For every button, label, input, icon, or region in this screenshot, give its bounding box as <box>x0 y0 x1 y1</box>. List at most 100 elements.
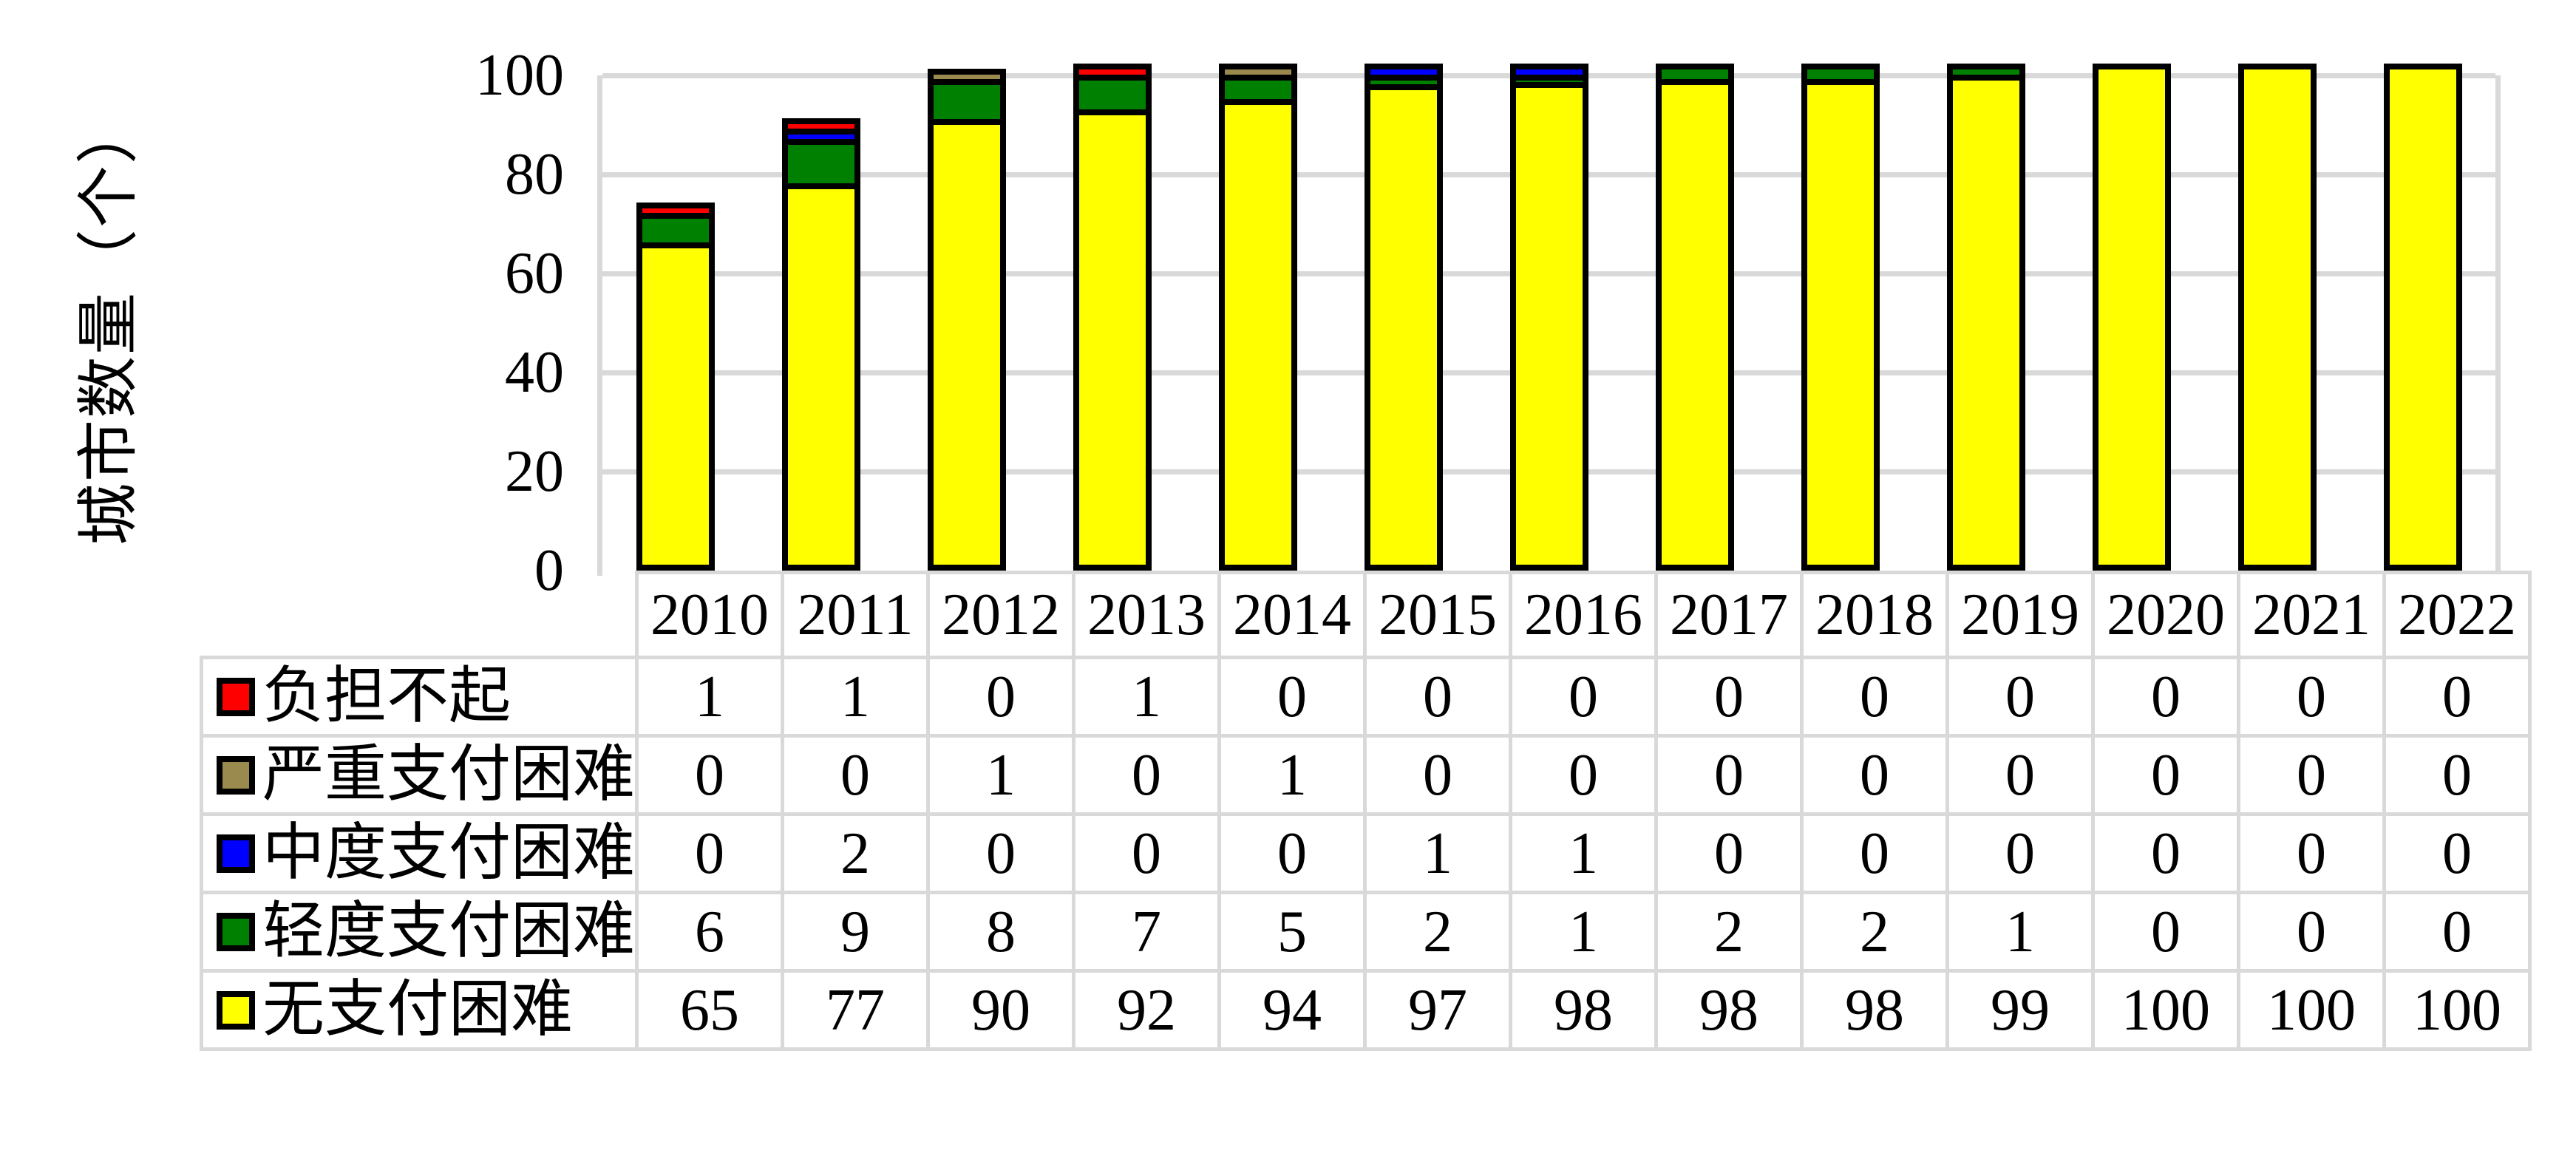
value-cell-中度支付困难-2015: 1 <box>1363 812 1513 894</box>
table-row-负担不起: 负担不起 1 1 0 1 0 0 0 0 0 0 0 0 0 <box>199 656 2532 738</box>
value-cell-负担不起-2017: 0 <box>1654 656 1804 738</box>
legend-entry: 严重支付困难 <box>205 744 633 806</box>
value-cell-轻度支付困难-2012: 8 <box>926 891 1076 973</box>
year-label-2016: 2016 <box>1509 571 1659 659</box>
value-cell-无支付困难-2011: 77 <box>781 969 931 1051</box>
value-cell-无支付困难-2018: 98 <box>1800 969 1950 1051</box>
segment-separator <box>1661 79 1728 86</box>
value-cell-中度支付困难-2020: 0 <box>2091 812 2241 894</box>
legend-cell-中度支付困难: 中度支付困难 <box>199 812 639 894</box>
year-label-2010: 2010 <box>635 571 785 659</box>
segment-separator <box>1078 74 1146 81</box>
value-cell-中度支付困难-2022: 0 <box>2382 812 2532 894</box>
value-cell-轻度支付困难-2013: 7 <box>1072 891 1222 973</box>
bar-segment-2015-轻度支付困难 <box>1370 80 1437 85</box>
bar-segment-2017-无支付困难 <box>1661 85 1728 565</box>
value-cell-中度支付困难-2014: 0 <box>1217 812 1367 894</box>
legend-entry: 负担不起 <box>205 665 633 728</box>
bar-2017 <box>1655 64 1734 571</box>
value-cell-轻度支付困难-2020: 0 <box>2091 891 2241 973</box>
value-cell-负担不起-2012: 0 <box>926 656 1076 738</box>
value-cell-严重支付困难-2016: 0 <box>1509 734 1659 816</box>
legend-entry: 无支付困难 <box>205 975 633 1044</box>
segment-separator <box>1370 74 1437 81</box>
segment-separator <box>1224 99 1291 106</box>
value-cell-轻度支付困难-2019: 1 <box>1945 891 2096 973</box>
value-cell-中度支付困难-2013: 0 <box>1072 812 1222 894</box>
value-cell-严重支付困难-2018: 0 <box>1800 734 1950 816</box>
value-cell-无支付困难-2021: 100 <box>2237 969 2387 1051</box>
value-cell-严重支付困难-2012: 1 <box>926 734 1076 816</box>
value-cell-负担不起-2015: 0 <box>1363 656 1513 738</box>
value-cell-负担不起-2021: 0 <box>2237 656 2387 738</box>
value-cell-轻度支付困难-2021: 0 <box>2237 891 2387 973</box>
value-cell-轻度支付困难-2010: 6 <box>635 891 785 973</box>
plot-right-border <box>2495 75 2501 576</box>
value-cell-无支付困难-2010: 65 <box>635 969 785 1051</box>
segment-separator <box>787 129 854 135</box>
bar-segment-2012-轻度支付困难 <box>933 85 1000 119</box>
segment-separator <box>642 213 709 220</box>
bar-segment-2011-中度支付困难 <box>787 135 854 139</box>
legend-swatch-负担不起 <box>217 677 255 716</box>
legend-cell-负担不起: 负担不起 <box>199 656 639 738</box>
year-header-row: 2010 2011 2012 2013 2014 2015 2016 2017 2018 2019… <box>202 571 2532 659</box>
value-cell-负担不起-2019: 0 <box>1945 656 2096 738</box>
legend-entry: 轻度支付困难 <box>205 897 636 966</box>
legend-label: 中度支付困难 <box>262 818 636 888</box>
value-cell-严重支付困难-2022: 0 <box>2382 734 2532 816</box>
segment-separator <box>1952 74 2019 81</box>
value-cell-负担不起-2016: 0 <box>1509 656 1659 738</box>
table-row-轻度支付困难: 轻度支付困难 6 9 8 7 5 2 1 2 2 1 0 0 0 <box>199 891 2532 973</box>
bar-segment-2011-负担不起 <box>787 123 854 129</box>
year-label-2011: 2011 <box>781 571 931 659</box>
value-cell-严重支付困难-2011: 0 <box>781 734 931 816</box>
y-tick-label-40: 40 <box>505 340 564 405</box>
value-cell-无支付困难-2020: 100 <box>2091 969 2241 1051</box>
value-cell-无支付困难-2019: 99 <box>1945 969 2096 1051</box>
plot-left-border <box>597 75 602 576</box>
bar-segment-2021-无支付困难 <box>2243 69 2311 565</box>
bar-segment-2020-无支付困难 <box>2098 69 2165 565</box>
year-label-2015: 2015 <box>1363 571 1513 659</box>
value-cell-中度支付困难-2019: 0 <box>1945 812 2096 894</box>
value-cell-中度支付困难-2018: 0 <box>1800 812 1950 894</box>
value-cell-负担不起-2022: 0 <box>2382 656 2532 738</box>
table-row-严重支付困难: 严重支付困难 0 0 1 0 1 0 0 0 0 0 0 0 0 <box>199 734 2532 816</box>
segment-separator <box>787 138 854 145</box>
y-tick-label-20: 20 <box>505 439 564 504</box>
value-cell-严重支付困难-2013: 0 <box>1072 734 1222 816</box>
segment-separator <box>1224 74 1291 81</box>
bar-2020 <box>2092 64 2171 571</box>
legend-cell-无支付困难: 无支付困难 <box>199 969 639 1051</box>
value-cell-严重支付困难-2010: 0 <box>635 734 785 816</box>
bar-segment-2016-中度支付困难 <box>1515 69 1583 75</box>
bar-segment-2013-负担不起 <box>1078 69 1146 75</box>
value-cell-轻度支付困难-2016: 1 <box>1509 891 1659 973</box>
value-cell-轻度支付困难-2017: 2 <box>1654 891 1804 973</box>
value-cell-中度支付困难-2017: 0 <box>1654 812 1804 894</box>
bar-segment-2014-无支付困难 <box>1224 105 1291 565</box>
bar-segment-2018-无支付困难 <box>1807 85 1874 565</box>
bar-segment-2013-轻度支付困难 <box>1078 80 1146 109</box>
bar-segment-2014-轻度支付困难 <box>1224 80 1291 100</box>
segment-separator <box>787 183 854 190</box>
year-label-2013: 2013 <box>1072 571 1222 659</box>
bar-segment-2011-轻度支付困难 <box>787 144 854 184</box>
bar-segment-2012-无支付困难 <box>933 124 1000 565</box>
year-label-2019: 2019 <box>1945 571 2096 659</box>
value-cell-中度支付困难-2021: 0 <box>2237 812 2387 894</box>
bar-segment-2013-无支付困难 <box>1078 115 1146 565</box>
bar-segment-2012-严重支付困难 <box>933 74 1000 80</box>
legend-swatch-中度支付困难 <box>217 834 255 873</box>
value-cell-轻度支付困难-2015: 2 <box>1363 891 1513 973</box>
legend-label: 轻度支付困难 <box>262 897 636 966</box>
bar-segment-2019-无支付困难 <box>1952 80 2019 565</box>
table-corner-cell <box>202 573 637 658</box>
value-cell-严重支付困难-2017: 0 <box>1654 734 1804 816</box>
value-cell-负担不起-2018: 0 <box>1800 656 1950 738</box>
value-cell-负担不起-2013: 1 <box>1072 656 1222 738</box>
value-cell-无支付困难-2012: 90 <box>926 969 1076 1051</box>
legend-label: 无支付困难 <box>262 975 574 1044</box>
value-cell-轻度支付困难-2018: 2 <box>1800 891 1950 973</box>
